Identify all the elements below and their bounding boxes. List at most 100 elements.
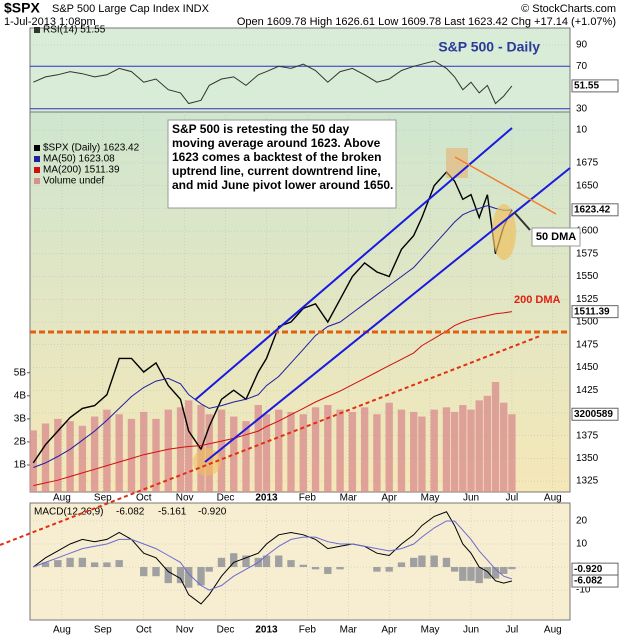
y-tick-label: 1550	[576, 271, 599, 282]
volume-bar	[385, 402, 393, 492]
x-tick-label: Apr	[381, 625, 397, 636]
last-value-box	[571, 305, 619, 319]
y-tick-label: 1600	[576, 226, 599, 237]
histogram-bar	[103, 562, 111, 568]
histogram-bar	[78, 557, 87, 568]
volume-bar	[418, 416, 426, 492]
x-tick-label: Oct	[136, 625, 152, 636]
volume-bar	[491, 381, 500, 492]
x-tick-label: Jul	[506, 625, 519, 636]
y-tick-label: 1525	[576, 294, 599, 305]
legend-swatch	[34, 145, 40, 151]
y-tick-label: 1475	[576, 339, 599, 350]
symbol: $SPX	[4, 0, 40, 16]
histogram-bar	[442, 557, 451, 568]
volume-bar	[287, 411, 295, 492]
y-tick-label: 10	[576, 125, 588, 136]
volume-bar	[336, 409, 344, 492]
histogram-bar	[410, 557, 418, 568]
y-tick-label: 1650	[576, 180, 599, 191]
uptrend-line	[0, 335, 541, 546]
histogram-bar	[242, 555, 250, 568]
legend-swatch	[34, 156, 40, 162]
y-tick-label: 1425	[576, 385, 599, 396]
histogram-bar	[205, 567, 213, 572]
date: 1-Jul-2013 1:08pm	[4, 16, 96, 28]
histogram-bar	[197, 567, 205, 586]
last-value-label: -0.920	[574, 564, 603, 575]
x-tick-label: Aug	[53, 625, 71, 636]
legend-entry: $SPX (Daily) 1623.42	[43, 143, 140, 154]
legend-swatch	[34, 27, 40, 33]
x-tick-label: Aug	[544, 493, 562, 504]
y-tick-label: 90	[576, 40, 588, 51]
note-text: S&P 500 is retesting the 50 day moving a…	[172, 122, 394, 192]
x-tick-label: Aug	[53, 493, 71, 504]
histogram-bar	[508, 567, 516, 570]
volume-bar	[41, 423, 50, 492]
volume-bar	[450, 411, 459, 492]
histogram-bar	[90, 562, 99, 568]
y2-tick-label: 1B	[14, 460, 27, 471]
x-tick-label: Dec	[217, 493, 235, 504]
volume-bar	[242, 421, 250, 492]
x-tick-label: Sep	[94, 493, 112, 504]
x-tick-label: Dec	[217, 625, 235, 636]
volume-bar	[217, 409, 226, 492]
volume-bar	[410, 411, 418, 492]
histogram-bar	[217, 557, 226, 568]
y-tick-label: 1575	[576, 248, 599, 259]
volume-bar	[348, 411, 357, 492]
volume-bar	[442, 407, 451, 492]
volume-bar	[262, 414, 271, 492]
x-tick-label: May	[421, 493, 440, 504]
last-value-label: -6.082	[574, 576, 603, 587]
histogram-bar	[41, 562, 50, 568]
legend-swatch	[34, 167, 40, 173]
y-tick-label: 1675	[576, 158, 599, 169]
last-value-box	[571, 407, 619, 421]
last-value-box	[571, 574, 619, 588]
histogram-bar	[230, 553, 238, 568]
last-value-label: 51.55	[574, 81, 599, 92]
volume-bar	[311, 407, 320, 492]
y-tick-label: 1450	[576, 362, 599, 373]
x-tick-label: Mar	[340, 493, 358, 504]
histogram-bar	[483, 567, 492, 579]
legend-entry: -5.161	[158, 507, 187, 518]
x-tick-label: Feb	[299, 625, 317, 636]
y-tick-label: 20	[576, 516, 588, 527]
histogram-bar	[66, 557, 74, 568]
y-tick-label: 70	[576, 61, 588, 72]
x-tick-label: Nov	[176, 625, 194, 636]
histogram-bar	[262, 555, 271, 568]
histogram-bar	[115, 560, 123, 568]
volume-bar	[127, 418, 136, 492]
histogram-bar	[450, 567, 459, 572]
highlight	[492, 204, 516, 260]
y2-tick-label: 3B	[14, 414, 27, 425]
histogram-bar	[324, 567, 332, 574]
volume-bar	[29, 430, 37, 492]
series-line	[33, 205, 512, 468]
histogram-bar	[500, 567, 508, 574]
x-tick-label: Oct	[136, 493, 152, 504]
x-tick-label: 2013	[255, 493, 278, 504]
legend-entry: -0.920	[198, 507, 227, 518]
dma50-label: 50 DMA	[536, 231, 576, 243]
histogram-bar	[467, 567, 475, 581]
quote: Open 1609.78 High 1626.61 Low 1609.78 La…	[237, 16, 616, 28]
index-name: S&P 500 Large Cap Index INDX	[52, 3, 210, 15]
legend-entry: -6.082	[116, 507, 145, 518]
series-line	[32, 511, 513, 605]
x-tick-label: Feb	[299, 493, 317, 504]
volume-bar	[103, 409, 111, 492]
histogram-bar	[176, 567, 185, 584]
x-tick-label: Jun	[463, 493, 479, 504]
note: S&P 500 is retesting the 50 day moving a…	[172, 122, 394, 192]
histogram-bar	[491, 567, 500, 579]
histogram-bar	[164, 567, 172, 584]
note-box	[167, 119, 397, 209]
downtrend-line	[454, 156, 557, 215]
